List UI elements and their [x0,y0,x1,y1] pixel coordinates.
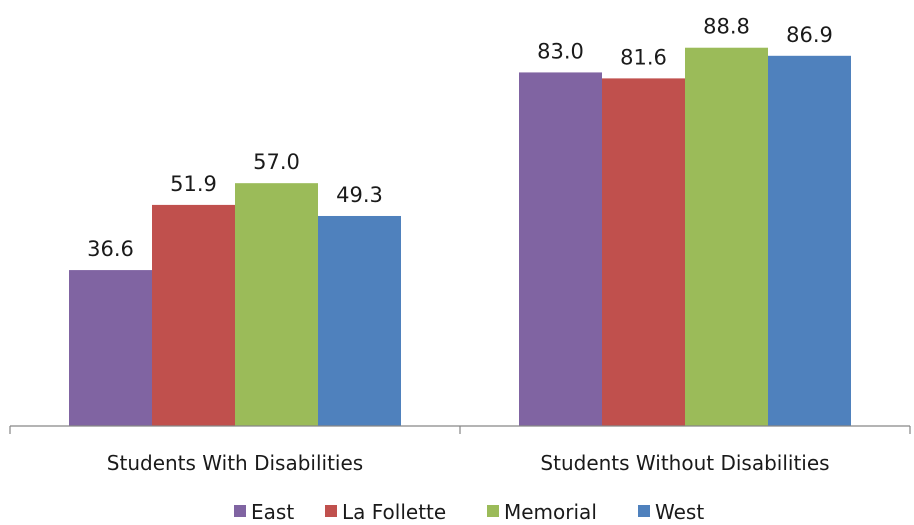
x-axis [9,425,911,434]
category-labels-group: Students With Disabilities Students Witho… [107,451,830,475]
bars-group [69,47,851,427]
legend-swatch-west [638,505,650,517]
data-label-west-students-with-disabilities: 49.3 [336,183,383,207]
data-label-la-follette-students-with-disabilities: 51.9 [170,172,217,196]
legend-swatch-la-follette [325,505,337,517]
bar-la-follette-students-without-disabilities [602,78,685,426]
data-labels-group: 36.6 51.9 57.0 49.3 83.0 81.6 88.8 86.9 [87,15,833,261]
bar-west-students-without-disabilities [768,55,851,426]
category-label-students-with-disabilities: Students With Disabilities [107,451,363,475]
legend: East La Follette Memorial West [234,500,704,524]
data-label-east-students-with-disabilities: 36.6 [87,237,134,261]
bar-east-students-without-disabilities [519,72,602,427]
legend-label-east: East [251,500,294,524]
data-label-memorial-students-without-disabilities: 88.8 [703,15,750,39]
legend-label-west: West [655,500,704,524]
legend-swatch-east [234,505,246,517]
data-label-memorial-students-with-disabilities: 57.0 [253,150,300,174]
legend-swatch-memorial [487,505,499,517]
bar-west-students-with-disabilities [318,215,401,426]
bar-la-follette-students-with-disabilities [152,204,235,426]
data-label-west-students-without-disabilities: 86.9 [786,23,833,47]
bar-east-students-with-disabilities [69,270,152,426]
legend-label-la-follette: La Follette [342,500,446,524]
bar-memorial-students-without-disabilities [685,47,768,426]
bar-memorial-students-with-disabilities [235,183,318,426]
data-label-la-follette-students-without-disabilities: 81.6 [620,45,667,69]
category-label-students-without-disabilities: Students Without Disabilities [540,451,829,475]
data-label-east-students-without-disabilities: 83.0 [537,39,584,63]
legend-label-memorial: Memorial [504,500,597,524]
